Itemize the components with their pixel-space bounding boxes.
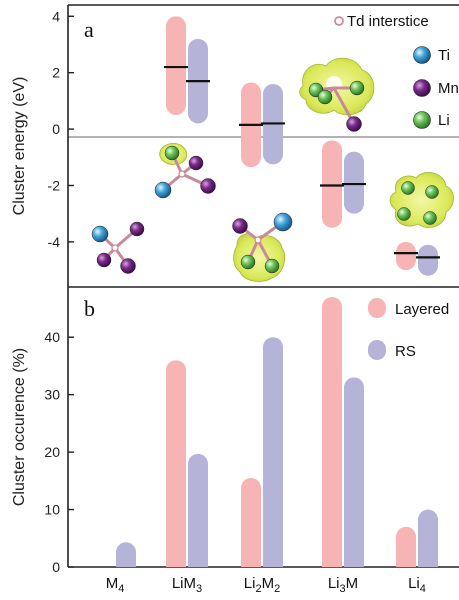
panel-a-y-axis-title: Cluster energy (eV) (11, 77, 28, 216)
energy-range-bar-rs-li3m (344, 151, 364, 214)
legend-rs-swatch (368, 340, 386, 360)
panel-b-bars (116, 297, 438, 567)
occurrence-bar-layered-li3m (322, 297, 342, 567)
mn-atom-icon (413, 79, 431, 97)
m4-cluster-structure (91, 221, 145, 274)
legend-td-interstice: Td interstice (347, 13, 429, 30)
category-label-m4: M4 (106, 575, 125, 595)
panel-b-y-ticks: 0 10 20 30 40 (44, 329, 74, 575)
occurrence-bar-rs-li3m (344, 377, 364, 567)
panel-a-tick-label: 0 (52, 121, 60, 137)
legend-layered-swatch (368, 298, 386, 318)
legend-rs: RS (395, 343, 416, 360)
panel-b-y-axis-title: Cluster occurence (%) (11, 348, 28, 506)
category-label-li4: Li4 (408, 575, 426, 595)
energy-range-bar-layered-lim3 (166, 16, 186, 115)
li2m2-cluster-structure (232, 212, 293, 282)
occurrence-bar-layered-li2m2 (241, 477, 261, 567)
lim3-cluster-structure (154, 142, 216, 199)
panel-b-tick-label: 0 (52, 559, 60, 575)
li-atom-icon (413, 111, 431, 129)
panel-a-tick-label: 2 (52, 65, 60, 81)
energy-range-bar-layered-li3m (322, 140, 342, 228)
panel-a-label: a (84, 17, 94, 42)
panel-b-tick-label: 30 (44, 387, 60, 403)
occurrence-bar-rs-li2m2 (263, 337, 283, 567)
panel-b-label: b (84, 296, 95, 321)
li3m-cluster-structure (299, 57, 375, 132)
energy-range-bar-layered-li4 (396, 241, 416, 271)
panel-a-legend: Td interstice Ti Mn Li (334, 13, 459, 129)
occurrence-bar-rs-lim3 (188, 453, 208, 567)
panel-a-bars (164, 16, 440, 276)
occurrence-bar-rs-m4 (116, 542, 136, 567)
panel-b-tick-label: 40 (44, 329, 60, 345)
panel-b-occurrence-chart: 0 10 20 30 40 M4 LiM3 Li2M2 Li3M Li4 b Cluster o… (11, 287, 459, 595)
category-label-li3m: Li3M (328, 575, 358, 595)
panel-a-tick-label: -2 (48, 177, 61, 193)
panel-a-y-ticks: -4 -2 0 2 4 (48, 8, 74, 250)
ti-atom-icon (413, 46, 431, 64)
panel-a-energy-chart: -4 -2 0 2 4 a Cluster energy (eV) Td interst… (11, 4, 459, 288)
legend-li: Li (438, 112, 450, 129)
li4-cluster-structure (389, 172, 454, 228)
panel-a-tick-label: 4 (52, 8, 60, 24)
occurrence-bar-rs-li4 (418, 509, 438, 567)
panel-b-tick-label: 20 (44, 444, 60, 460)
legend-layered: Layered (395, 301, 449, 318)
panel-b-category-labels: M4 LiM3 Li2M2 Li3M Li4 (106, 575, 426, 595)
legend-mn: Mn (438, 80, 459, 97)
panel-b-tick-label: 10 (44, 502, 60, 518)
category-label-lim3: LiM3 (172, 575, 202, 595)
panel-b-legend: Layered RS (368, 298, 449, 360)
panel-a-tick-label: -4 (48, 234, 61, 250)
occurrence-bar-layered-li4 (396, 526, 416, 567)
energy-range-bar-rs-li4 (418, 244, 438, 276)
legend-ti: Ti (438, 47, 450, 64)
occurrence-bar-layered-lim3 (166, 360, 186, 567)
td-interstice-marker (334, 16, 344, 26)
category-label-li2m2: Li2M2 (244, 575, 280, 595)
